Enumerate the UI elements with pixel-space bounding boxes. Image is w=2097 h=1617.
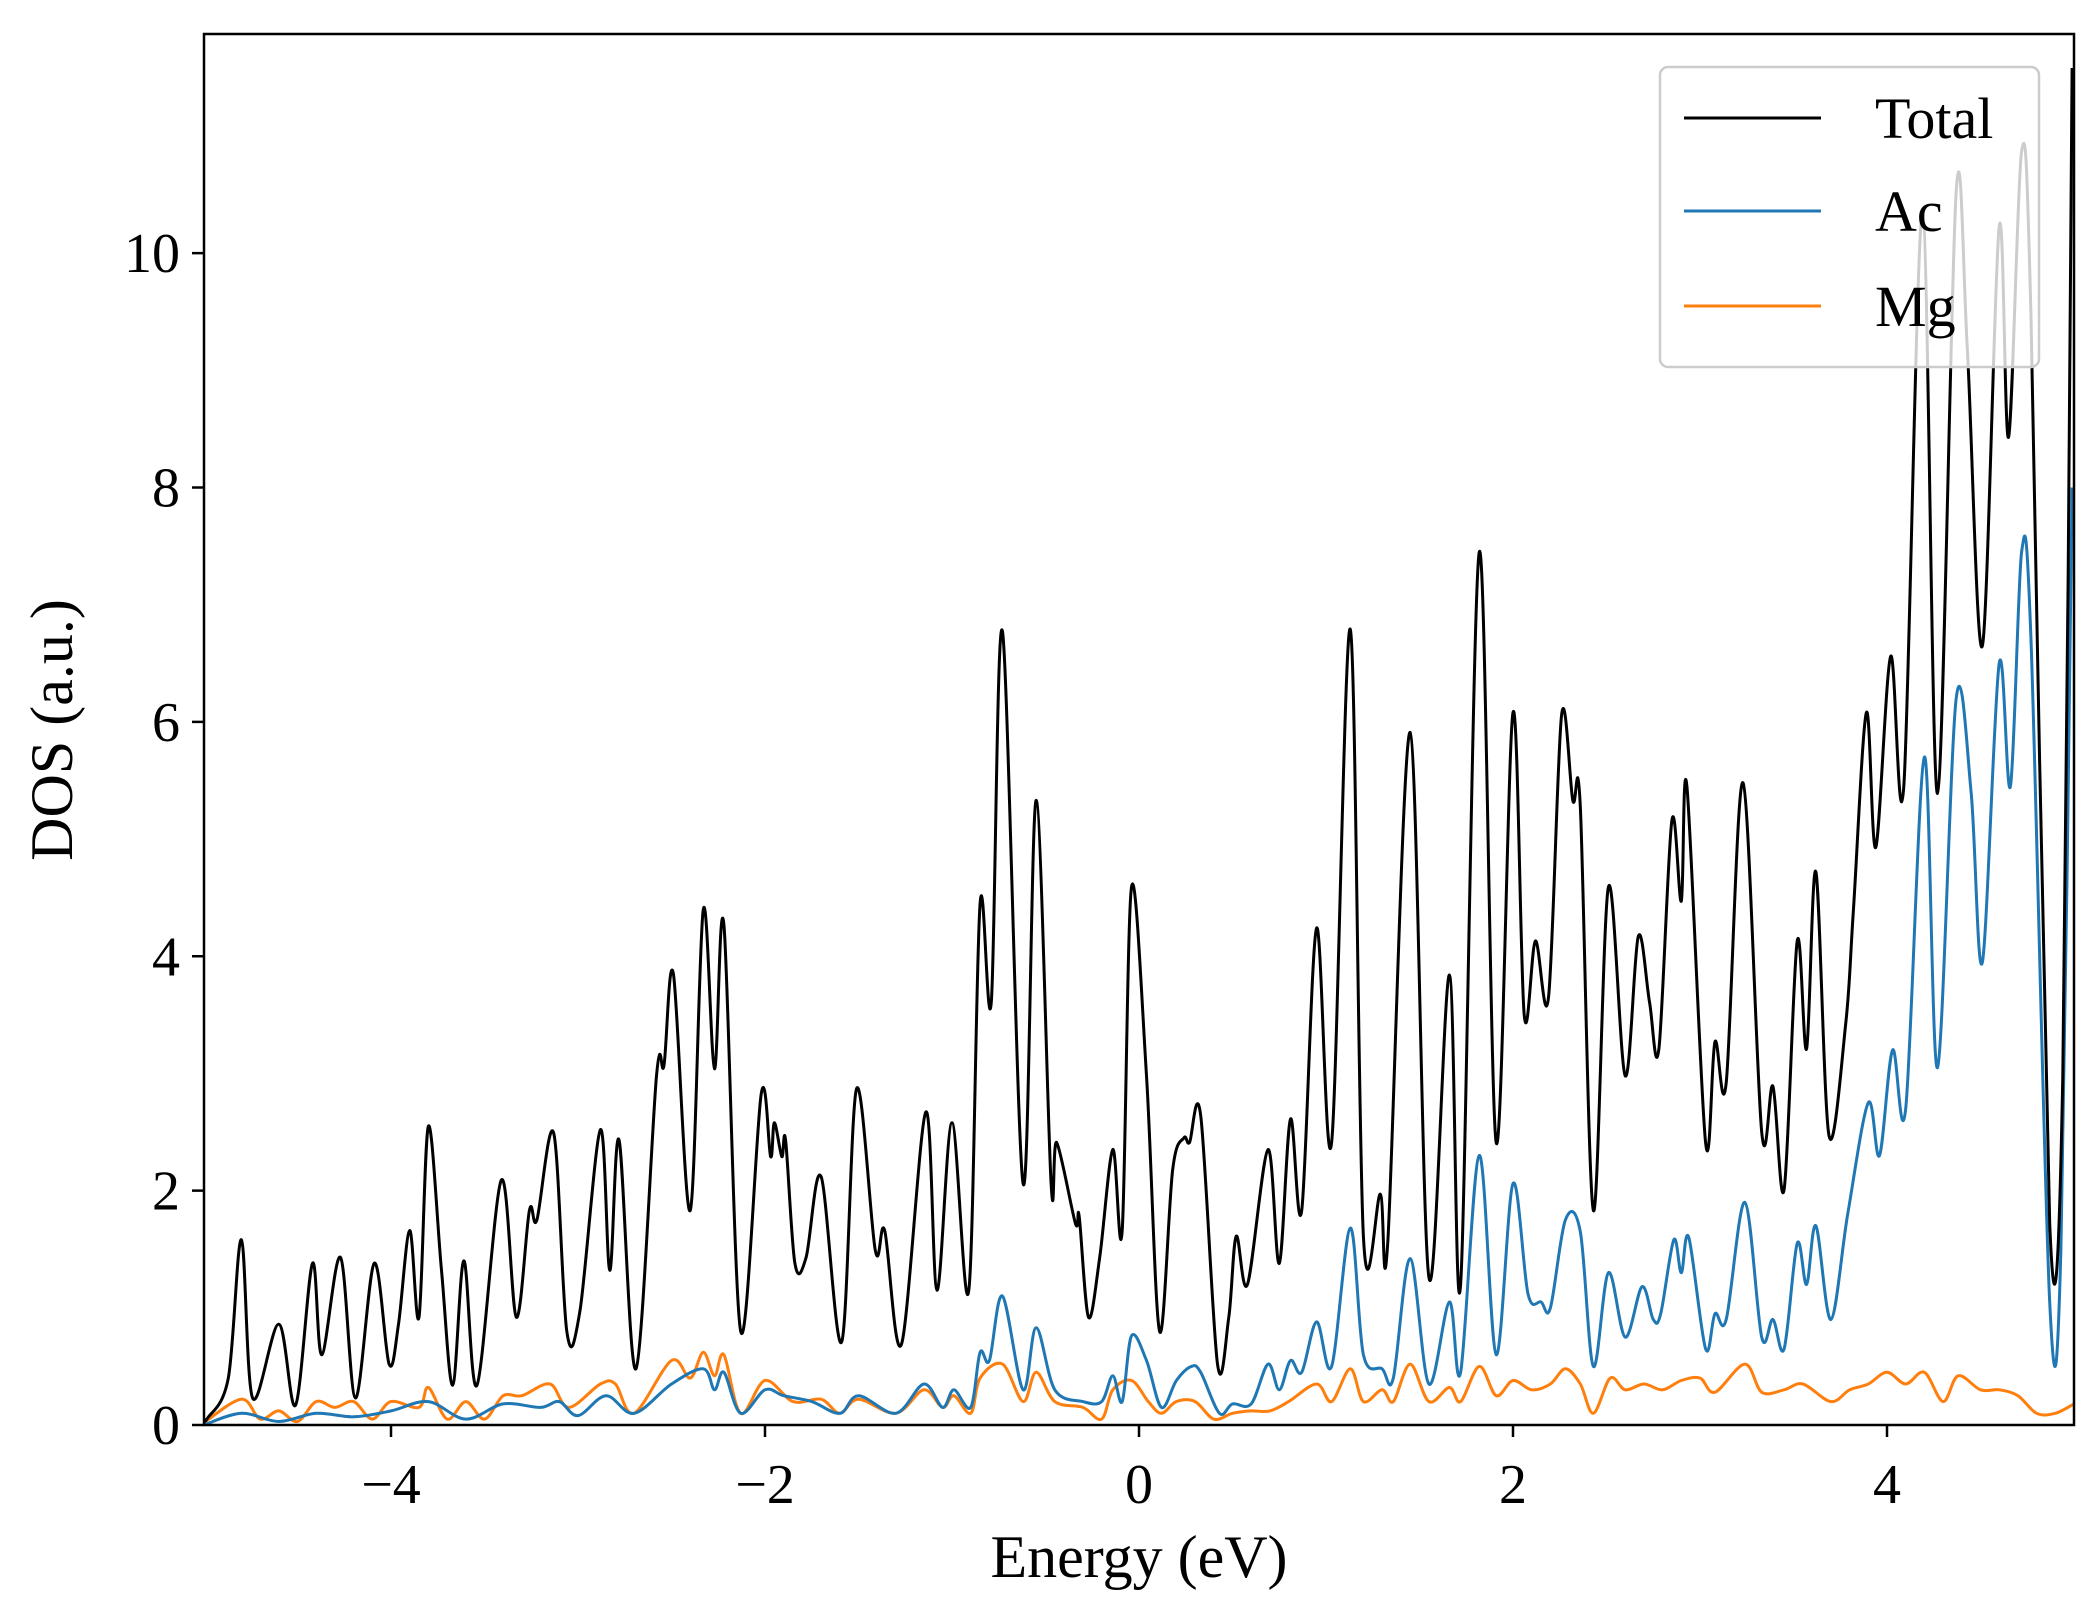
y-tick-label: 4 — [152, 926, 180, 988]
legend-label-total: Total — [1875, 86, 1993, 151]
y-tick-label: 10 — [124, 223, 180, 285]
series-line-total — [204, 67, 2074, 1423]
y-tick-label: 8 — [152, 458, 180, 520]
series-layer — [204, 67, 2074, 1425]
y-axis-label: DOS (a.u.) — [19, 599, 85, 861]
legend-label-mg: Mg — [1875, 274, 1956, 339]
x-tick-label: 4 — [1873, 1454, 1901, 1516]
x-tick-label: 0 — [1125, 1454, 1153, 1516]
y-axis: 0 2 4 6 8 10 — [124, 223, 204, 1457]
x-axis-label: Energy (eV) — [990, 1524, 1287, 1590]
x-tick-label: −2 — [735, 1454, 795, 1516]
y-tick-label: 2 — [152, 1161, 180, 1223]
legend-label-ac: Ac — [1875, 179, 1943, 244]
y-tick-label: 0 — [152, 1395, 180, 1457]
y-tick-label: 6 — [152, 692, 180, 754]
x-tick-label: 2 — [1499, 1454, 1527, 1516]
legend: Total Ac Mg — [1658, 65, 2041, 369]
legend-box — [1658, 65, 2041, 369]
x-axis: −4 −2 0 2 4 — [361, 1425, 1901, 1516]
series-line-ac — [204, 487, 2074, 1425]
x-tick-label: −4 — [361, 1454, 421, 1516]
series-line-mg — [204, 1350, 2074, 1424]
